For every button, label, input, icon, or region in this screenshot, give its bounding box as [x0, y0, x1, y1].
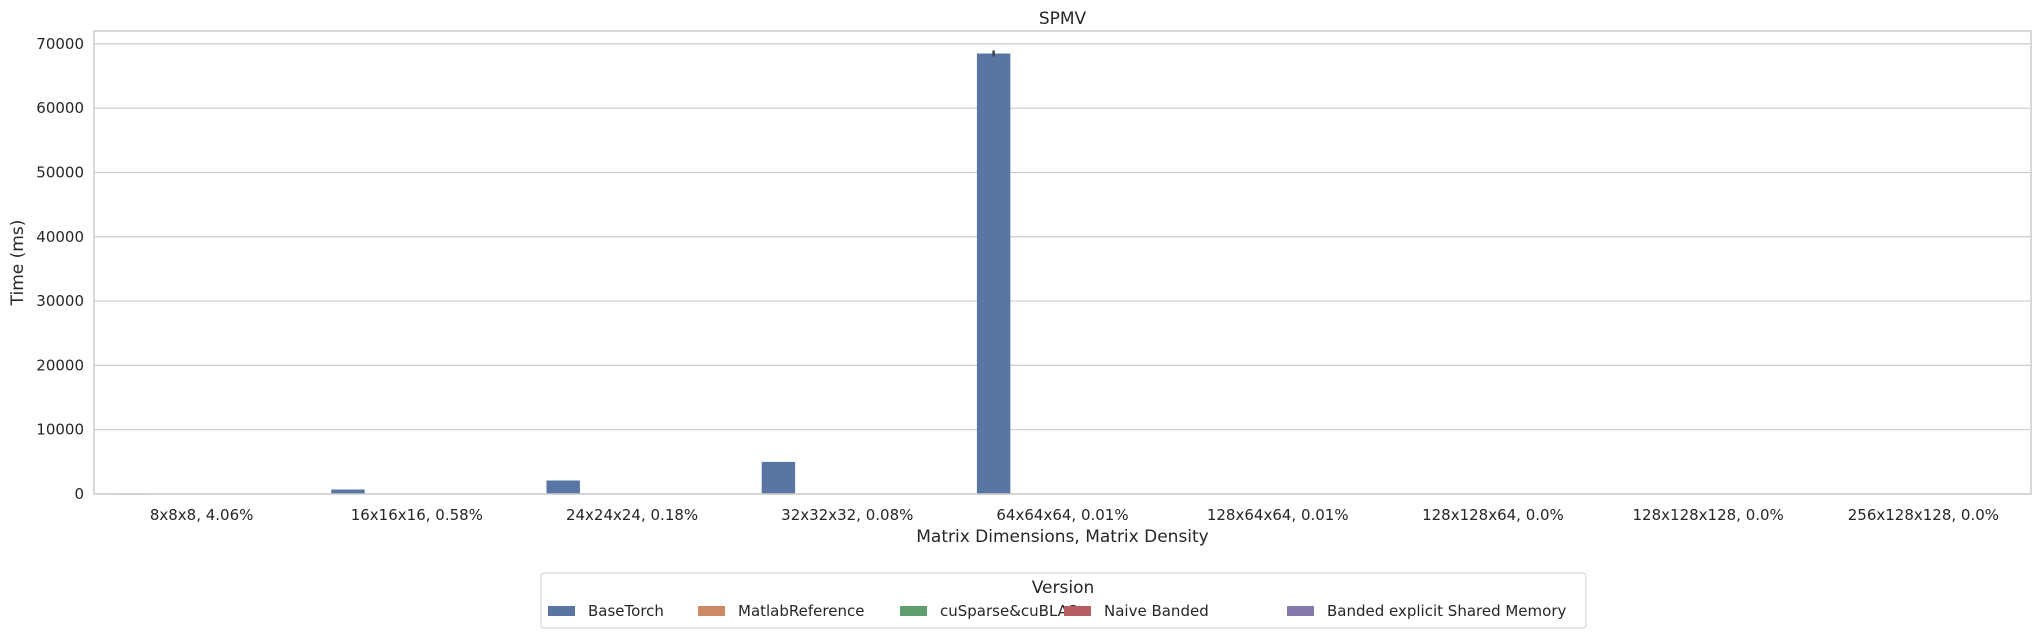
x-tick-label: 128x64x64, 0.01%	[1207, 506, 1349, 524]
y-tick-label: 60000	[36, 99, 84, 117]
x-tick-label: 32x32x32, 0.08%	[781, 506, 913, 524]
legend-swatch	[1287, 606, 1314, 616]
legend-swatch	[548, 606, 575, 616]
y-tick-label: 70000	[36, 35, 84, 53]
legend-swatch	[1064, 606, 1091, 616]
legend-label: BaseTorch	[588, 602, 664, 620]
grid-lines	[94, 43, 2031, 495]
plot-frame	[93, 30, 2032, 495]
x-tick-labels: 8x8x8, 4.06% 16x16x16, 0.58% 24x24x24, 0.1…	[150, 506, 1999, 524]
legend-swatch	[698, 606, 725, 616]
legend-frame	[540, 572, 1587, 629]
x-tick-label: 64x64x64, 0.01%	[996, 506, 1128, 524]
x-tick-label: 128x128x128, 0.0%	[1633, 506, 1784, 524]
legend-items: BaseTorch MatlabReference cuSparse&cuBLAS N…	[548, 602, 1566, 620]
y-tick-labels: 0 10000 20000 30000 40000 50000 60000 70000	[36, 35, 84, 503]
bar	[976, 53, 1011, 494]
x-tick-label: 16x16x16, 0.58%	[351, 506, 483, 524]
x-tick-label: 128x128x64, 0.0%	[1422, 506, 1564, 524]
x-tick-label: 8x8x8, 4.06%	[150, 506, 254, 524]
chart-title: SPMV	[1039, 9, 1087, 29]
x-tick-label: 256x128x128, 0.0%	[1848, 506, 1999, 524]
y-tick-label: 30000	[36, 292, 84, 310]
y-tick-label: 40000	[36, 228, 84, 246]
legend-swatch	[900, 606, 927, 616]
legend-label: MatlabReference	[738, 602, 864, 620]
y-tick-label: 50000	[36, 163, 84, 181]
bar	[761, 461, 796, 494]
legend-title: Version	[1032, 578, 1095, 598]
legend-label: cuSparse&cuBLAS	[940, 602, 1077, 620]
x-axis-label: Matrix Dimensions, Matrix Density	[916, 527, 1209, 547]
bar	[331, 489, 365, 494]
bars	[116, 50, 1011, 494]
y-tick-label: 0	[74, 485, 84, 503]
bar	[546, 480, 580, 494]
x-tick-label: 24x24x24, 0.18%	[566, 506, 698, 524]
y-axis-label: Time (ms)	[8, 220, 28, 307]
y-tick-label: 10000	[36, 421, 84, 439]
legend-label: Naive Banded	[1104, 602, 1209, 620]
legend-label: Banded explicit Shared Memory	[1327, 602, 1566, 620]
y-tick-label: 20000	[36, 356, 84, 374]
legend: Version BaseTorch MatlabReference cuSparse…	[540, 572, 1587, 629]
